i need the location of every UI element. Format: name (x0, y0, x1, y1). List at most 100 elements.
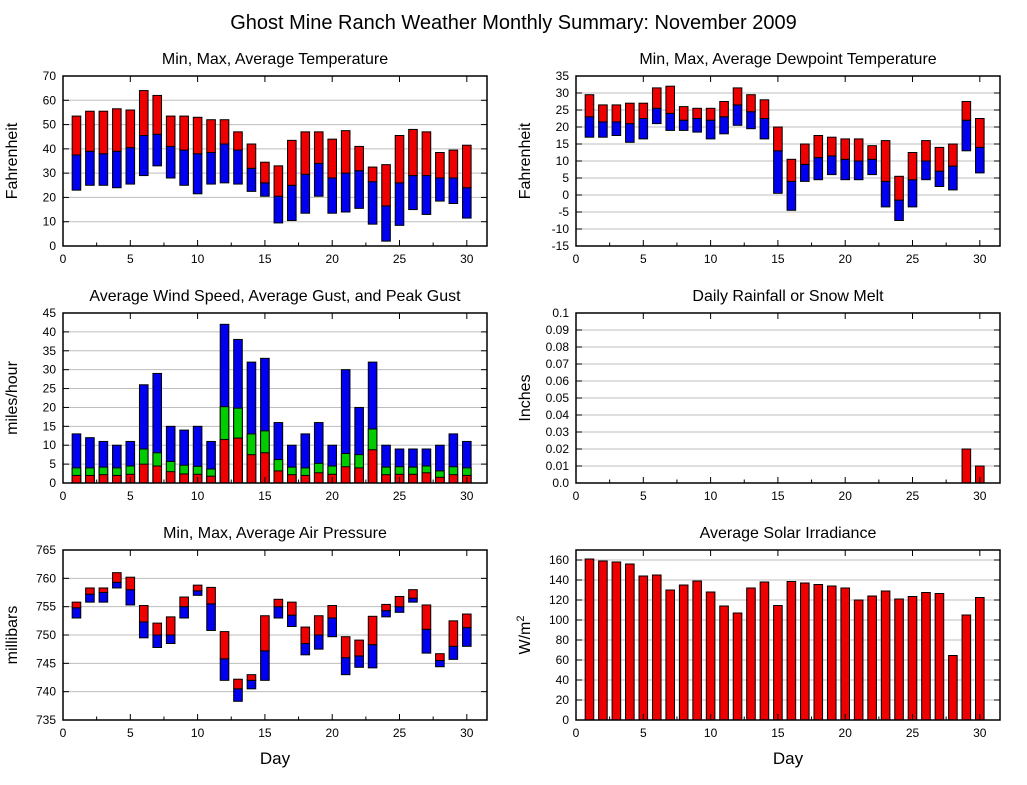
bar-day-25-blue (907, 179, 918, 208)
bar-day-6-blue (138, 135, 149, 177)
bar-day-19-red (313, 131, 324, 164)
bar-day-15-blue (773, 150, 783, 194)
bar-day-24-blue (381, 205, 391, 242)
x-tick-label: 25 (393, 489, 407, 503)
bar-day-16-red (273, 165, 284, 197)
x-tick-label: 10 (191, 726, 205, 740)
bar-day-24-red (381, 474, 391, 484)
bar-day-7-red (665, 589, 676, 721)
bar-day-29-red (448, 620, 459, 647)
bar-day-12-red (219, 119, 230, 145)
charts-grid: 0 10 20 30 40 50 60 70 0 5 10 15 20 25 30 Min, Max, Ave… (0, 46, 1027, 785)
bar-day-26-red (408, 128, 418, 177)
y-tick-label: 25 (43, 382, 57, 396)
y-tick-label: 25 (556, 103, 570, 117)
y-tick-label: 0.05 (546, 391, 570, 405)
bar-day-19-red (826, 585, 837, 721)
bar-day-26-blue (408, 597, 418, 603)
y-tick-label: 740 (36, 685, 56, 699)
y-tick-label: 0.07 (546, 357, 570, 371)
bar-day-25-red (394, 135, 405, 184)
y-tick-label: 0 (49, 239, 56, 253)
bar-day-5-red (125, 109, 136, 149)
bar-day-30-blue (462, 187, 472, 219)
bar-day-2-blue (85, 593, 95, 603)
bar-day-14-red (246, 674, 257, 681)
bar-day-1-blue (584, 116, 595, 138)
bar-day-9-red (179, 473, 189, 484)
bar-day-27-blue (421, 628, 432, 654)
y-tick-label: 60 (43, 93, 57, 107)
chart-title: Min, Max, Average Temperature (162, 51, 388, 68)
bar-day-7-red (152, 465, 163, 484)
y-tick-label: 750 (36, 628, 56, 642)
bar-day-16-red (273, 598, 284, 608)
bar-day-30-blue (975, 146, 985, 174)
bar-day-27-red (421, 472, 432, 484)
bar-day-20-blue (327, 177, 338, 214)
bar-day-26-blue (408, 175, 418, 211)
bar-day-28-red (948, 143, 958, 167)
bar-day-18-red (300, 626, 311, 644)
bar-day-27-red (421, 604, 432, 630)
bar-day-10-red (705, 591, 716, 721)
bar-day-24-red (381, 164, 391, 207)
bar-day-3-red (98, 110, 109, 155)
bar-day-18-blue (300, 643, 311, 656)
x-tick-label: 15 (258, 252, 272, 266)
bar-day-23-blue (367, 181, 378, 225)
bar-day-6-red (138, 90, 149, 136)
bar-day-7-blue (152, 634, 163, 648)
y-tick-label: 120 (549, 593, 569, 607)
x-tick-label: 0 (60, 489, 67, 503)
bar-day-4-blue (625, 123, 635, 143)
bar-day-14-red (246, 454, 257, 484)
bar-day-5-red (125, 576, 136, 591)
bar-day-2-red (598, 560, 608, 721)
x-tick-label: 5 (640, 726, 647, 740)
chart-solar: 0 20 40 60 80 100 120 140 160 0 5 10 15 20 25 30 Average… (515, 525, 1001, 768)
bar-day-28-blue (435, 660, 445, 668)
bar-day-17-blue (800, 163, 810, 182)
bar-day-17-red (800, 143, 810, 165)
bar-day-4-red (625, 563, 635, 721)
bar-day-11-blue (206, 603, 216, 631)
y-tick-label: 40 (556, 673, 570, 687)
chart-title: Min, Max, Average Dewpoint Temperature (639, 51, 936, 68)
y-tick-label: 35 (556, 69, 570, 83)
bar-day-11-red (719, 605, 729, 721)
x-tick-label: 25 (906, 726, 920, 740)
y-tick-label: 5 (49, 457, 56, 471)
y-tick-label: 0.03 (546, 425, 570, 439)
bar-day-17-red (287, 139, 297, 186)
x-tick-label: 5 (640, 489, 647, 503)
x-tick-label: 30 (460, 726, 474, 740)
bar-day-19-blue (313, 634, 324, 650)
bar-day-25-blue (394, 182, 405, 226)
bar-day-22-red (867, 145, 877, 160)
x-tick-label: 0 (573, 726, 580, 740)
x-tick-label: 25 (906, 489, 920, 503)
y-tick-label: 10 (43, 438, 57, 452)
bar-day-22-blue (867, 158, 877, 176)
y-tick-label: 755 (36, 600, 56, 614)
bar-day-4-blue (112, 581, 122, 589)
x-tick-label: 0 (573, 252, 580, 266)
bar-day-28-blue (435, 177, 445, 202)
bar-day-21-red (340, 130, 351, 174)
x-tick-label: 30 (460, 252, 474, 266)
bar-day-1-red (584, 558, 595, 721)
bar-day-26-red (921, 140, 931, 162)
bar-day-24-blue (894, 199, 904, 222)
chart-pressure: 735 740 745 750 755 760 765 0 5 10 15 20 25 30 Min, Ma… (4, 525, 488, 768)
bar-day-29-red (961, 614, 972, 721)
bar-day-17-blue (287, 184, 297, 222)
y-tick-label: 30 (43, 166, 57, 180)
y-tick-label: -5 (558, 205, 569, 219)
bar-day-15-red (260, 161, 270, 184)
bar-day-18-red (300, 131, 311, 175)
x-tick-label: 10 (704, 726, 718, 740)
x-tick-label: 5 (127, 489, 134, 503)
bar-day-25-red (907, 596, 918, 721)
bar-day-28-red (435, 653, 445, 661)
